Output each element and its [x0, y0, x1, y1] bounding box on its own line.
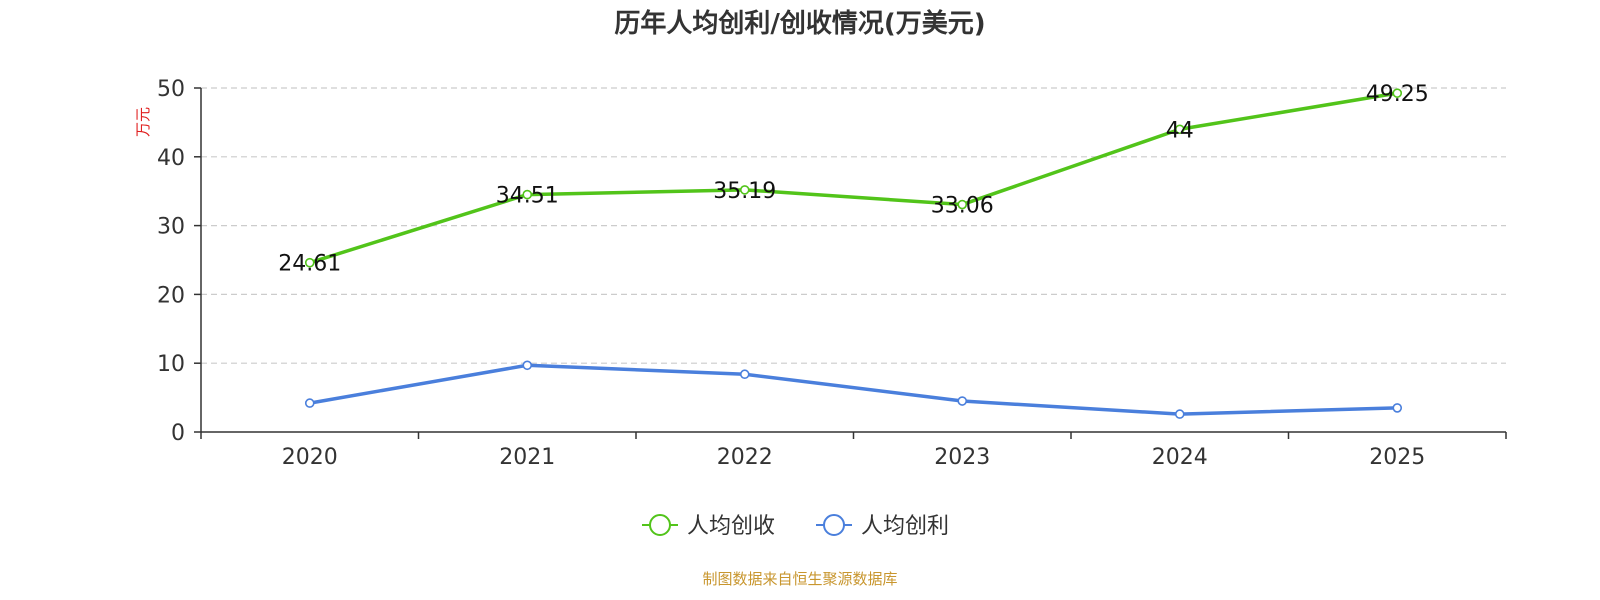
y-tick-label: 20 — [157, 283, 185, 308]
data-point[interactable] — [1174, 409, 1185, 419]
data-label: 44 — [1166, 118, 1194, 143]
data-point[interactable] — [304, 398, 315, 408]
legend-label: 人均创利 — [861, 514, 949, 539]
grid-lines — [201, 87, 1506, 364]
chart-title: 历年人均创利/创收情况(万美元) — [614, 8, 985, 39]
legend[interactable]: 人均创收 人均创利 — [642, 514, 949, 539]
x-tick-label: 2025 — [1369, 445, 1425, 470]
data-point[interactable] — [957, 199, 968, 210]
y-axis-unit-label: 万元 — [134, 107, 152, 137]
series-1 — [304, 88, 1403, 268]
series-line — [309, 91, 1398, 265]
data-label: 49.25 — [1366, 82, 1429, 107]
data-labels: 24.61 34.51 35.19 33.06 44 49.25 — [278, 82, 1428, 277]
x-tick-label: 2023 — [934, 445, 990, 470]
legend-item-2[interactable]: 人均创利 — [816, 514, 949, 539]
data-label: 35.19 — [713, 179, 776, 204]
x-tick-label: 2022 — [717, 445, 773, 470]
data-label: 34.51 — [496, 184, 559, 209]
data-point[interactable] — [1392, 403, 1403, 413]
legend-item-1[interactable]: 人均创收 — [642, 514, 775, 539]
y-tick-label: 10 — [157, 352, 185, 377]
data-point[interactable] — [1174, 124, 1185, 135]
data-point[interactable] — [739, 185, 750, 195]
y-tick-label: 30 — [157, 215, 185, 240]
data-point[interactable] — [304, 257, 315, 268]
data-point[interactable] — [957, 396, 968, 406]
y-tick-label: 0 — [171, 421, 185, 446]
y-tick-label: 50 — [157, 77, 185, 102]
series-line — [309, 363, 1398, 416]
data-point[interactable] — [739, 369, 750, 380]
y-tick-label: 40 — [157, 146, 185, 171]
data-point[interactable] — [522, 189, 533, 200]
data-point[interactable] — [1392, 88, 1403, 98]
x-tick-label: 2024 — [1152, 445, 1208, 470]
legend-circle-icon — [649, 514, 671, 536]
series-2 — [304, 360, 1403, 419]
data-label: 24.61 — [278, 252, 341, 277]
x-tick-label: 2021 — [499, 445, 555, 470]
legend-label: 人均创收 — [687, 514, 775, 539]
x-tick-label: 2020 — [282, 445, 338, 470]
axes: 0 10 20 30 40 50 2020 2021 2022 2023 2024 2025 — [157, 77, 1507, 470]
source-note: 制图数据来自恒生聚源数据库 — [702, 570, 897, 588]
data-label: 33.06 — [931, 194, 994, 219]
data-point[interactable] — [522, 360, 533, 371]
legend-circle-icon — [823, 514, 845, 536]
series-lines — [304, 88, 1403, 419]
